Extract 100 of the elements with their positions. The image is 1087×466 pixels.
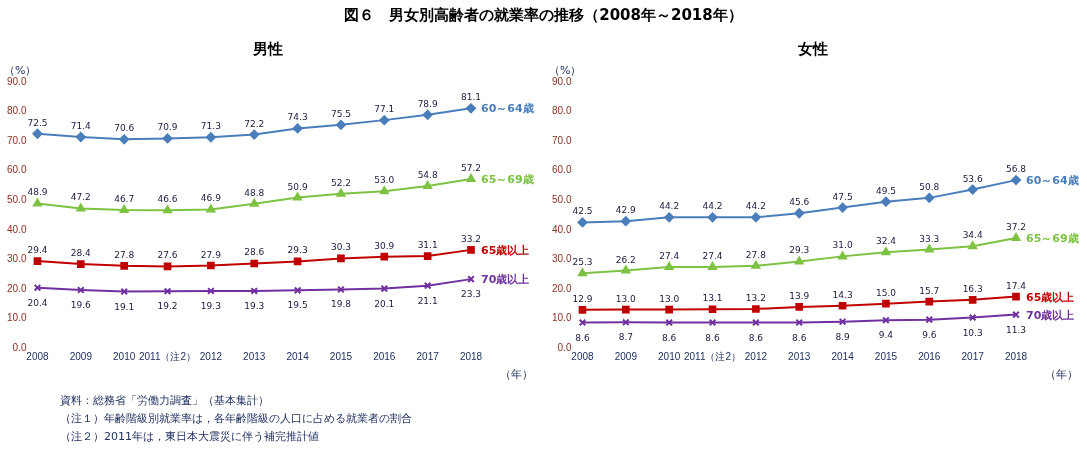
x-tick-label: 2008 xyxy=(571,350,595,362)
data-label: 46.7 xyxy=(114,193,135,204)
data-label: 33.2 xyxy=(460,233,482,244)
point xyxy=(880,196,891,207)
data-label: 14.3 xyxy=(832,289,853,300)
data-label: 19.5 xyxy=(287,300,308,311)
point xyxy=(968,313,977,322)
series-label: 65～69歳 xyxy=(1026,232,1079,246)
x-tick-label: 2011（注2） xyxy=(138,350,197,362)
data-label: 42.5 xyxy=(572,206,593,217)
data-label: 8.6 xyxy=(748,332,764,343)
point xyxy=(577,217,588,228)
point xyxy=(838,251,848,260)
y-tick-label: 20.0 xyxy=(6,282,27,294)
point xyxy=(206,204,216,213)
point xyxy=(163,287,172,296)
x-axis-title: （年） xyxy=(500,368,533,381)
point xyxy=(924,244,934,253)
data-label: 57.2 xyxy=(460,162,482,173)
point xyxy=(620,216,631,227)
data-label: 8.6 xyxy=(575,332,590,343)
data-label: 19.3 xyxy=(244,300,265,311)
point xyxy=(665,318,673,327)
point xyxy=(925,297,934,306)
point xyxy=(33,257,42,265)
data-label: 70.6 xyxy=(114,123,135,134)
data-label: 8.6 xyxy=(792,332,807,343)
chart-subtitle: 女性 xyxy=(796,40,829,60)
x-tick-label: 2012 xyxy=(744,350,768,362)
data-label: 20.4 xyxy=(27,297,48,308)
data-label: 52.2 xyxy=(330,177,351,188)
x-tick-label: 2010 xyxy=(113,350,136,362)
x-tick-label: 2014 xyxy=(831,350,855,362)
series-label: 70歳以上 xyxy=(1026,308,1075,322)
series-label: 65～69歳 xyxy=(481,172,534,186)
point xyxy=(882,299,890,308)
data-label: 29.3 xyxy=(789,245,810,256)
data-label: 15.0 xyxy=(875,287,897,298)
data-label: 19.6 xyxy=(70,300,92,311)
data-label: 53.0 xyxy=(374,175,395,186)
point xyxy=(838,317,847,326)
y-tick-label: 60.0 xyxy=(551,164,572,176)
data-label: 19.2 xyxy=(157,301,178,312)
data-label: 81.1 xyxy=(460,92,482,103)
data-label: 47.5 xyxy=(832,191,853,202)
data-label: 30.3 xyxy=(330,242,351,253)
point xyxy=(794,208,805,219)
x-tick-label: 2008 xyxy=(26,350,50,362)
point xyxy=(250,259,259,268)
data-label: 46.6 xyxy=(157,194,178,205)
data-label: 8.9 xyxy=(835,331,851,342)
x-tick-label: 2016 xyxy=(918,350,941,362)
point xyxy=(968,241,978,250)
point xyxy=(1012,310,1020,319)
data-label: 27.4 xyxy=(702,251,723,262)
point xyxy=(837,202,848,213)
point xyxy=(162,133,173,144)
data-label: 29.4 xyxy=(27,245,48,256)
point xyxy=(925,315,934,324)
point xyxy=(163,205,172,214)
data-label: 23.3 xyxy=(460,289,482,300)
x-tick-label: 2015 xyxy=(874,350,898,362)
point xyxy=(881,247,891,256)
data-label: 17.4 xyxy=(1005,280,1027,291)
data-label: 75.5 xyxy=(330,108,351,119)
data-label: 8.6 xyxy=(662,332,677,343)
point xyxy=(795,303,804,311)
data-label: 47.2 xyxy=(70,192,91,203)
x-tick-label: 2012 xyxy=(199,350,223,362)
point xyxy=(380,252,389,261)
data-label: 15.7 xyxy=(919,285,940,296)
data-label: 19.3 xyxy=(200,300,221,311)
data-label: 72.5 xyxy=(27,117,48,128)
data-label: 29.3 xyxy=(287,245,308,256)
data-label: 49.5 xyxy=(875,185,896,196)
data-label: 20.1 xyxy=(374,298,395,309)
point xyxy=(293,192,303,201)
x-tick-label: 2018 xyxy=(459,350,483,362)
data-label: 45.6 xyxy=(789,197,810,208)
data-label: 19.1 xyxy=(114,301,135,312)
point xyxy=(119,204,129,213)
point xyxy=(708,318,717,327)
point xyxy=(75,131,86,142)
point xyxy=(1011,175,1021,186)
y-tick-label: 80.0 xyxy=(6,105,27,117)
data-label: 31.0 xyxy=(832,240,853,251)
data-label: 11.3 xyxy=(1005,324,1027,335)
series-label: 70歳以上 xyxy=(481,273,530,287)
data-label: 54.8 xyxy=(417,170,438,181)
data-label: 27.8 xyxy=(114,249,135,260)
data-label: 48.9 xyxy=(27,187,48,198)
data-label: 34.4 xyxy=(962,230,983,241)
point xyxy=(1011,233,1021,242)
chart-subtitle: 男性 xyxy=(251,40,284,60)
point xyxy=(33,198,42,207)
point xyxy=(578,318,587,327)
point xyxy=(664,262,674,271)
point xyxy=(76,203,86,212)
point xyxy=(423,252,432,260)
point xyxy=(621,265,631,274)
